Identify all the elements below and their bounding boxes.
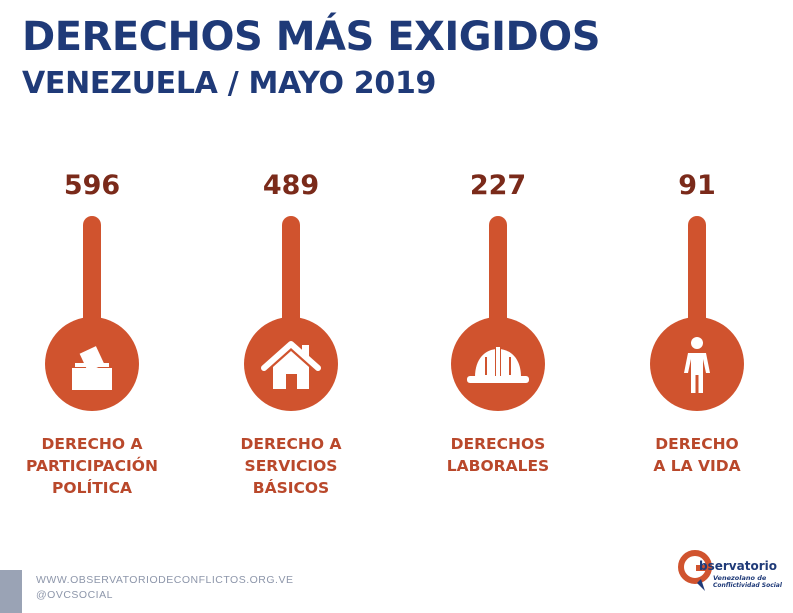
item-stem (489, 216, 507, 336)
footer-accent-bar (0, 570, 22, 613)
item-circle (451, 317, 545, 411)
ovcs-logo: bservatorio Venezolano de Conflictividad… (677, 547, 789, 593)
item-value: 91 (678, 170, 716, 201)
item-stem (83, 216, 101, 336)
person-icon (684, 337, 710, 393)
item-label: DERECHO A SERVICIOS BÁSICOS (240, 435, 342, 497)
hard-hat-icon (467, 346, 529, 383)
item-label: DERECHO A LA VIDA (653, 435, 741, 475)
page-title: DERECHOS MÁS EXIGIDOS (22, 14, 601, 60)
item-value: 489 (262, 170, 320, 201)
observatorio-logo-icon (678, 550, 712, 591)
item-label: DERECHOS LABORALES (446, 435, 550, 475)
item-stem (688, 216, 706, 336)
item-value: 227 (469, 170, 527, 201)
item-circle (244, 317, 338, 411)
item-stem (282, 216, 300, 336)
footer-url-link[interactable]: WWW.OBSERVATORIODECONFLICTOS.ORG.VE (36, 574, 294, 586)
item-circle (650, 317, 744, 411)
item-label: DERECHO A PARTICIPACIÓN POLÍTICA (26, 435, 158, 497)
house-icon (261, 341, 321, 389)
footer-social-handle[interactable]: @OVCSOCIAL (36, 589, 113, 601)
item-circle (45, 317, 139, 411)
page-subtitle: VENEZUELA / MAYO 2019 (22, 66, 437, 101)
item-value: 596 (63, 170, 121, 201)
ballot-box-icon (72, 346, 112, 390)
